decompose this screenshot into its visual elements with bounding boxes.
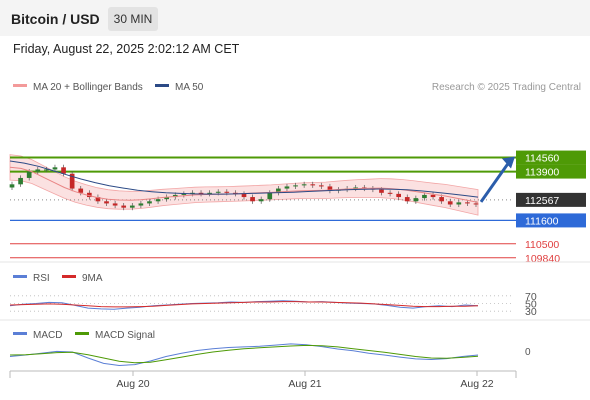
candle-body (224, 191, 230, 193)
candle-body (86, 192, 92, 198)
candle-body (198, 192, 204, 194)
level-label-114560: 114560 (525, 153, 559, 165)
candle-body (430, 194, 436, 198)
forecast-arrow (479, 156, 515, 203)
legend-swatch-9ma (62, 275, 76, 278)
forecast-arrow-head (502, 156, 515, 169)
price-levels (10, 156, 516, 259)
candle-body (138, 203, 144, 206)
candle-body (52, 167, 58, 170)
candle-body (456, 202, 462, 205)
rsi-level-label: 30 (525, 306, 537, 318)
candle-body (250, 197, 255, 202)
moving-averages (9, 160, 479, 203)
candle-body (207, 192, 212, 194)
rsi-level-label: 50 (525, 299, 537, 311)
candle-body (26, 171, 32, 178)
research-credit: Research © 2025 Trading Central (432, 82, 581, 93)
chart-header: Bitcoin / USD 30 MIN (0, 0, 590, 36)
candle-body (121, 205, 127, 208)
legend-swatch-ma20 (13, 84, 27, 87)
x-tick-label: Aug 22 (460, 378, 493, 390)
candle-body (9, 184, 15, 188)
bollinger-bands (9, 154, 479, 216)
rsi-ma9-line (9, 301, 479, 308)
x-tick-label: Aug 20 (116, 378, 149, 390)
candle-body (181, 193, 187, 195)
candle-body (69, 173, 75, 189)
legend-label-macd-signal: MACD Signal (95, 330, 155, 341)
time-axis: Aug 20 Aug 21 Aug 22 (116, 371, 494, 390)
candle-body (447, 201, 453, 205)
level-labels: 114560 113900 112567 111600 110500 109840 (516, 150, 586, 265)
candle-body (473, 203, 479, 205)
x-tick-label: Aug 21 (288, 378, 321, 390)
legend-swatch-rsi (13, 275, 27, 278)
macd-panel (9, 343, 479, 367)
macd-signal-line (9, 344, 479, 364)
candle-body (284, 186, 290, 189)
pivot-tag (516, 213, 586, 228)
candle-body (379, 189, 384, 193)
candle-body (78, 188, 84, 193)
level-label-111600: 111600 (525, 215, 559, 227)
instrument-title: Bitcoin / USD (11, 11, 100, 27)
candle-body (396, 193, 402, 198)
candle-body (387, 192, 393, 194)
level-label-112567: 112567 (525, 195, 559, 207)
bollinger-band-area (9, 154, 479, 216)
forecast-arrow-shaft (479, 162, 510, 203)
legend-swatch-ma50 (155, 84, 169, 87)
candle-body (258, 199, 264, 202)
candle-body (318, 185, 324, 187)
candle-body (95, 197, 101, 202)
candle-body (404, 197, 410, 202)
chart-datetime: Friday, August 22, 2025 2:02:12 AM CET (13, 42, 240, 56)
candle-body (112, 203, 118, 206)
last-price-tag (516, 192, 586, 207)
level-label-109840: 109840 (525, 253, 560, 265)
resistance-tag (516, 164, 586, 179)
legend-label-ma20: MA 20 + Bollinger Bands (33, 82, 143, 93)
candle-body (61, 167, 66, 174)
resistance-tag (516, 150, 586, 165)
candle-body (465, 202, 470, 204)
candle-body (267, 192, 273, 200)
level-label-113900: 113900 (525, 167, 559, 179)
ma50-line (9, 160, 479, 198)
candle-body (164, 197, 170, 200)
legend-label-macd: MACD (33, 330, 62, 341)
candle-body (276, 188, 281, 193)
candle-body (44, 169, 49, 171)
candle-body (241, 193, 247, 198)
candle-body (310, 184, 316, 186)
legend-swatch-macd-signal (75, 332, 89, 335)
legend-label-ma50: MA 50 (175, 82, 204, 93)
candle-body (147, 201, 152, 204)
candle-body (301, 184, 307, 186)
candle-body (439, 197, 444, 202)
candle-body (353, 187, 359, 189)
legend-label-9ma: 9MA (82, 273, 103, 284)
candle-body (215, 191, 221, 193)
candle-body (293, 185, 298, 187)
legend-swatch-macd (13, 332, 27, 335)
rsi-level-label: 70 (525, 291, 537, 303)
candle-body (129, 205, 135, 208)
candle-body (104, 201, 109, 204)
macd-zero-label: 0 (525, 347, 531, 358)
level-label-110500: 110500 (525, 239, 559, 251)
candle-body (413, 198, 419, 202)
candle-body (35, 169, 41, 172)
candle-body (155, 199, 161, 202)
candle-body (422, 194, 427, 199)
timeframe-button[interactable]: 30 MIN (108, 7, 158, 31)
candle-body (18, 177, 23, 185)
legend-label-rsi: RSI (33, 273, 50, 284)
macd-line (9, 343, 479, 367)
candle-body (327, 186, 333, 191)
